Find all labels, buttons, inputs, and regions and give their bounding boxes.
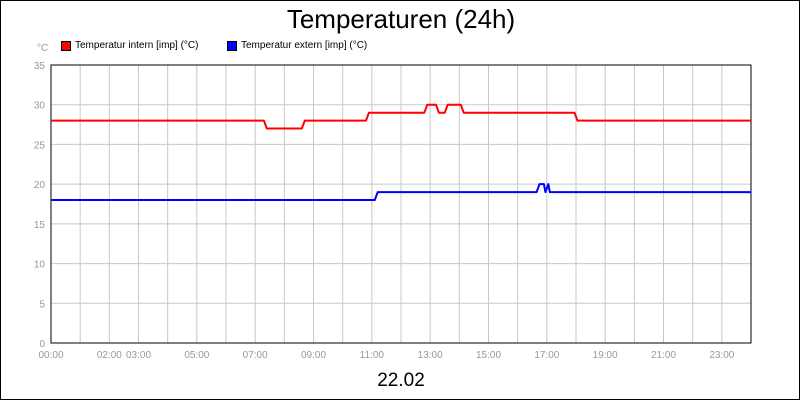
y-tick-label: 10 — [34, 260, 46, 271]
chart-title: Temperaturen (24h) — [286, 4, 516, 34]
y-axis-unit: °C — [37, 43, 49, 54]
x-tick-label: 00:00 — [38, 350, 63, 361]
legend-swatch-extern — [227, 40, 237, 51]
legend-swatch-intern — [61, 40, 71, 51]
x-tick-label: 11:00 — [360, 350, 385, 361]
legend-label-extern: Temperatur extern [imp] (°C) — [241, 40, 368, 51]
x-tick-label: 19:00 — [593, 350, 618, 361]
y-tick-label: 20 — [34, 180, 46, 191]
series-line-extern — [51, 183, 751, 201]
x-tick-label: 21:00 — [651, 350, 676, 361]
y-tick-label: 35 — [34, 61, 46, 72]
x-tick-label: 05:00 — [184, 350, 209, 361]
legend-item-extern: Temperatur extern [imp] (°C) — [227, 40, 367, 51]
x-tick-label: 09:00 — [301, 350, 326, 361]
x-tick-label: 02:00 — [97, 350, 122, 361]
plot-border — [50, 64, 752, 344]
x-tick-label: 17:00 — [534, 350, 559, 361]
x-tick-label: 23:00 — [709, 350, 734, 361]
y-tick-label: 15 — [34, 220, 46, 231]
date-label: 22.02 — [377, 370, 425, 391]
y-tick-label: 30 — [34, 101, 46, 112]
x-tick-label: 07:00 — [243, 350, 268, 361]
x-tick-label: 15:00 — [476, 350, 501, 361]
y-tick-label: 0 — [39, 339, 45, 350]
series-line-intern — [51, 103, 751, 130]
y-tick-label: 25 — [34, 140, 46, 151]
legend-label-intern: Temperatur intern [imp] (°C) — [75, 40, 199, 51]
legend-item-intern: Temperatur intern [imp] (°C) — [61, 40, 198, 51]
x-tick-label: 03:00 — [126, 350, 151, 361]
y-tick-label: 5 — [39, 299, 45, 310]
x-tick-label: 13:00 — [418, 350, 443, 361]
